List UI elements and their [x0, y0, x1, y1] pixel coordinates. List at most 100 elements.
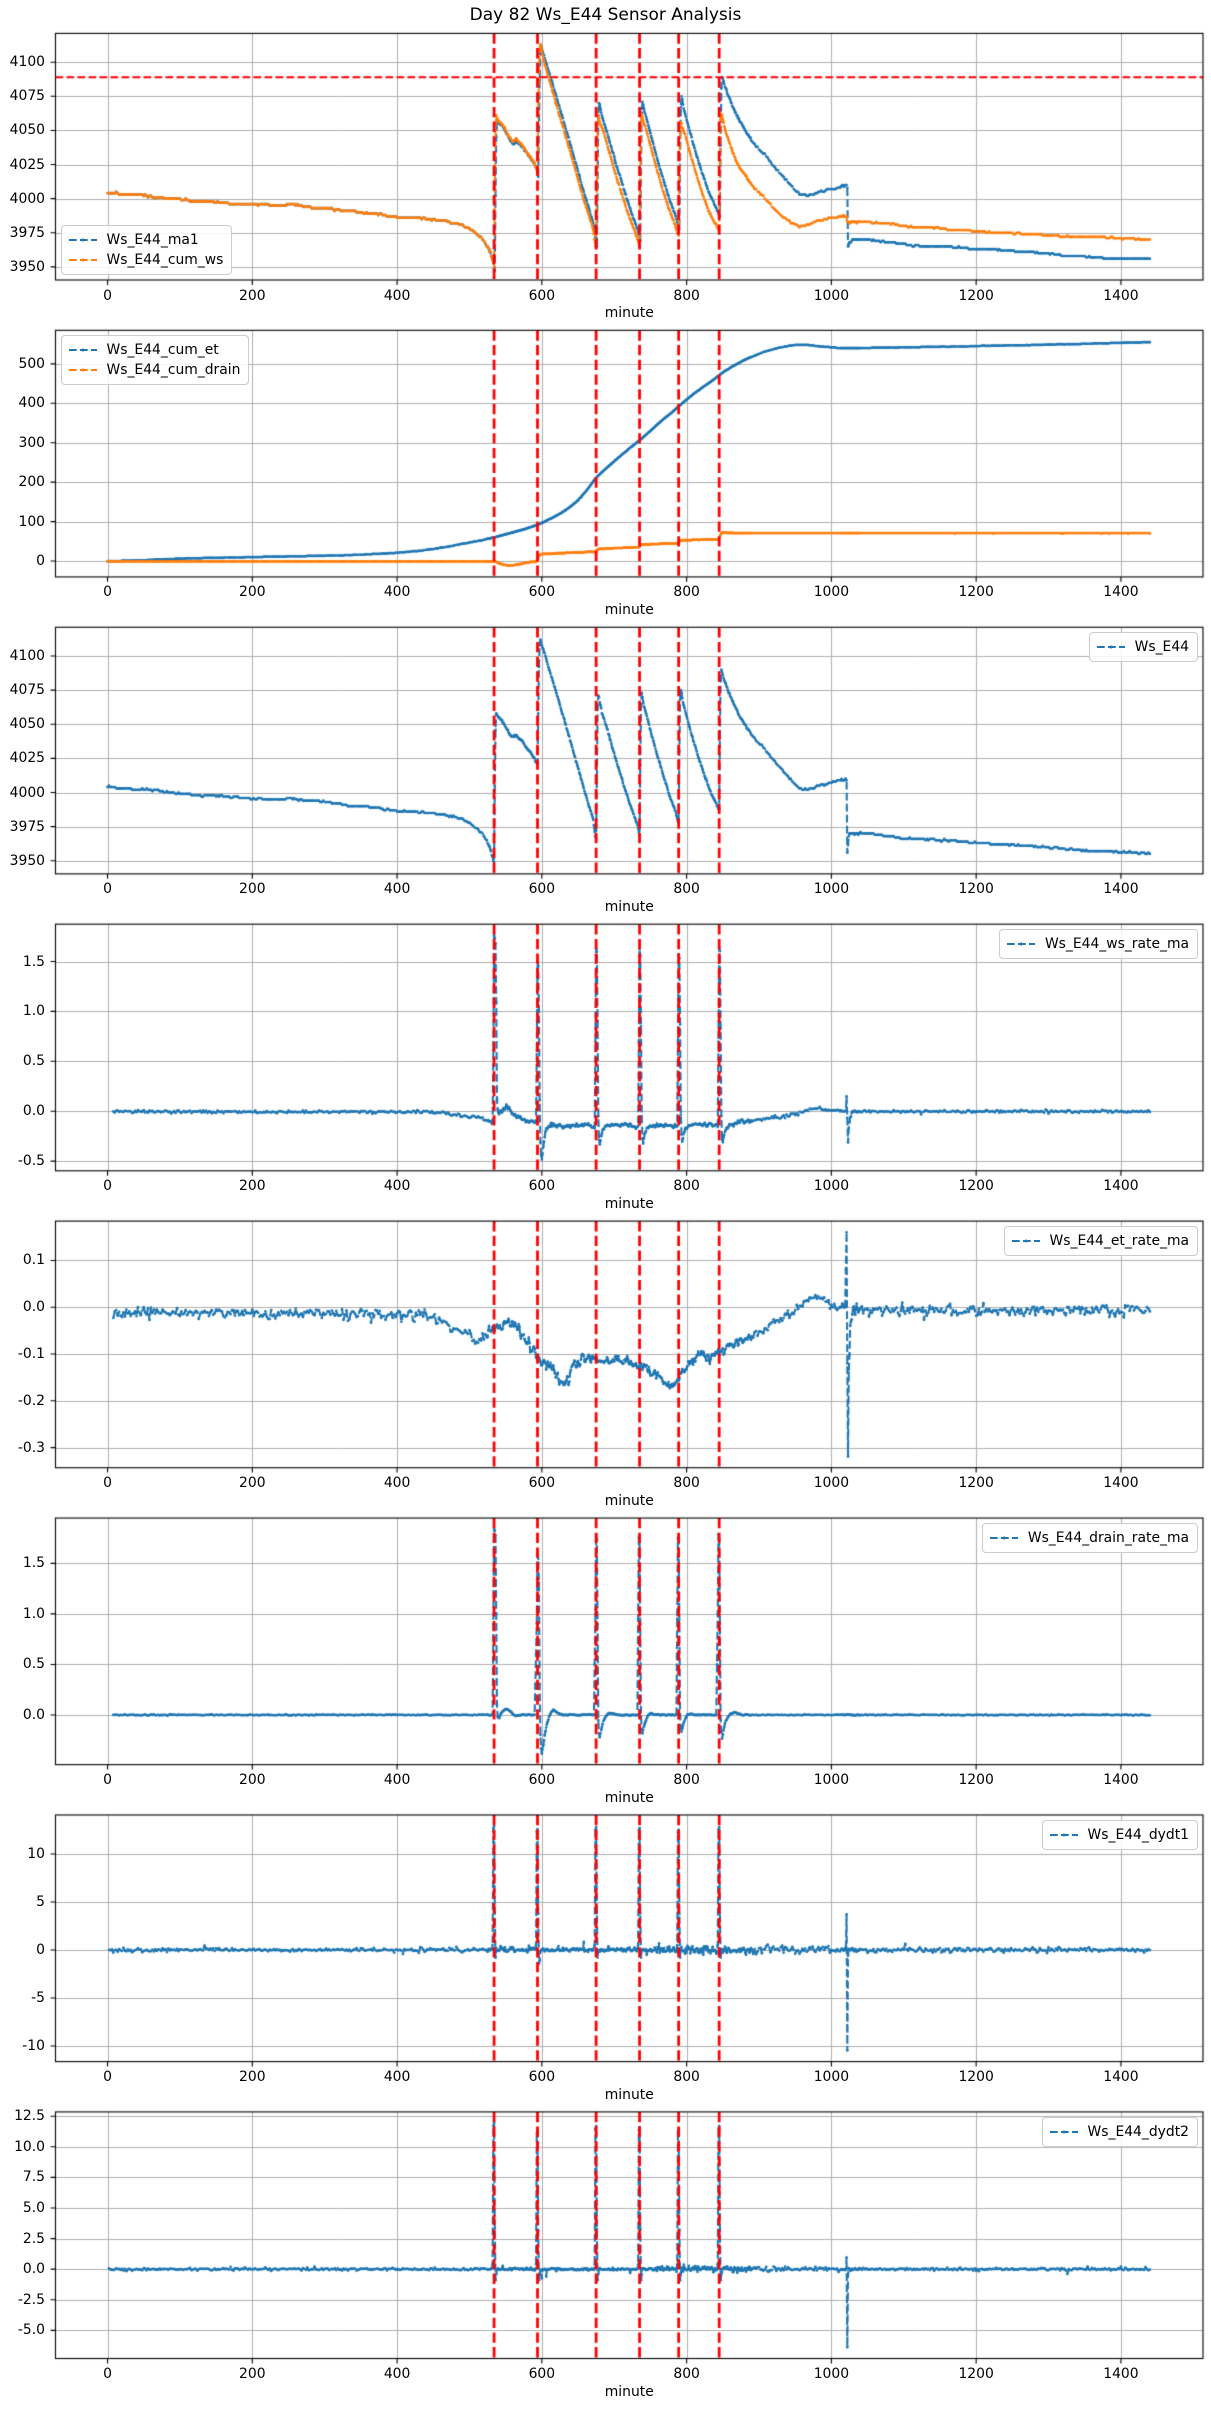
x-tick-label: 800 [673, 881, 700, 898]
x-tick-label: 800 [673, 584, 700, 601]
legend: Ws_E44_ws_rate_ma [998, 929, 1198, 960]
x-tick-label: 0 [103, 1475, 112, 1492]
x-tick-label: 600 [528, 287, 556, 304]
y-tick-label: -5.0 [17, 2322, 45, 2339]
y-tick-label: 2.5 [22, 2230, 45, 2247]
x-tick-label: 1000 [813, 2366, 850, 2382]
legend-series-label: Ws_E44_ws_rate_ma [1044, 936, 1189, 953]
y-tick-label: 1.0 [22, 1003, 45, 1020]
y-tick-label: 300 [18, 434, 45, 451]
x-axis-label: minute [604, 1789, 654, 1806]
y-tick-label: 3950 [9, 852, 45, 869]
x-axis-label: minute [604, 2383, 654, 2400]
x-tick-label: 600 [528, 1178, 556, 1195]
y-tick-label: 4100 [9, 54, 45, 71]
y-tick-label: 12.5 [14, 2108, 45, 2125]
x-axis-label: minute [604, 898, 654, 915]
legend-line-sample-icon [1006, 942, 1035, 946]
x-tick-label: 200 [239, 881, 266, 898]
y-tick-label: -0.1 [17, 1346, 45, 1362]
x-tick-label: 1200 [958, 2069, 994, 2086]
x-tick-label: 0 [103, 881, 112, 898]
x-tick-label: 800 [673, 2366, 700, 2382]
x-tick-label: 800 [673, 1178, 700, 1195]
legend: Ws_E44_dydt2 [1041, 2116, 1198, 2147]
x-tick-label: 200 [239, 2366, 266, 2382]
x-tick-label: 200 [239, 1772, 266, 1789]
y-tick-label: 5 [36, 1893, 45, 1910]
y-tick-label: 4025 [9, 750, 45, 767]
y-tick-label: 4025 [9, 156, 45, 173]
x-tick-label: 400 [383, 881, 411, 898]
y-tick-label: 10.0 [14, 2138, 45, 2155]
y-tick-label: 5.0 [22, 2199, 45, 2216]
y-tick-label: 10 [27, 1845, 45, 1862]
x-tick-label: 800 [673, 2069, 700, 2086]
x-tick-label: 1200 [958, 1178, 994, 1195]
x-tick-label: 1400 [1103, 584, 1139, 601]
y-tick-label: 4100 [9, 648, 45, 665]
x-tick-label: 800 [673, 1475, 700, 1492]
x-tick-label: 1400 [1103, 1178, 1139, 1195]
legend-series-label: Ws_E44_cum_et [106, 342, 219, 359]
legend-entry: Ws_E44_cum_ws [68, 250, 224, 270]
y-tick-label: 3975 [9, 818, 45, 835]
y-tick-label: -10 [22, 2037, 45, 2054]
x-axis-label: minute [604, 1195, 654, 1212]
y-tick-label: 0.0 [22, 1706, 45, 1723]
x-tick-label: 600 [528, 2069, 556, 2086]
y-tick-label: 4075 [9, 682, 45, 699]
x-axis-label: minute [604, 1492, 654, 1509]
legend-series-label: Ws_E44_drain_rate_ma [1027, 1530, 1189, 1547]
x-tick-label: 1000 [813, 1475, 850, 1492]
x-tick-label: 0 [103, 584, 112, 601]
y-tick-label: 4050 [9, 122, 45, 139]
x-tick-label: 200 [239, 2069, 266, 2086]
y-tick-label: 7.5 [22, 2169, 45, 2186]
x-axis-label: minute [604, 2086, 654, 2103]
x-tick-label: 1200 [958, 2366, 994, 2382]
x-tick-label: 200 [239, 584, 266, 601]
x-axis-label: minute [604, 305, 654, 321]
legend-entry: Ws_E44_ws_rate_ma [1006, 934, 1189, 954]
x-tick-label: 1000 [813, 584, 850, 601]
legend-series-label: Ws_E44_cum_ws [106, 252, 224, 268]
x-tick-label: 400 [383, 1475, 411, 1492]
legend-series-label: Ws_E44_dydt2 [1087, 2123, 1189, 2140]
legend-entry: Ws_E44_dydt2 [1049, 2122, 1189, 2142]
x-tick-label: 0 [103, 1772, 112, 1789]
legend-line-sample-icon [1049, 2130, 1078, 2134]
x-tick-label: 400 [383, 2069, 411, 2086]
legend-entry: Ws_E44_drain_rate_ma [989, 1528, 1189, 1548]
x-tick-label: 200 [239, 287, 266, 304]
y-tick-label: 1.0 [22, 1605, 45, 1622]
legend: Ws_E44_dydt1 [1041, 1819, 1198, 1850]
legend-entry: Ws_E44_dydt1 [1049, 1825, 1189, 1845]
y-tick-label: 500 [18, 355, 45, 372]
legend-entry: Ws_E44_cum_et [68, 340, 241, 360]
x-tick-label: 0 [103, 2069, 112, 2086]
legend: Ws_E44_ma1 Ws_E44_cum_ws [60, 225, 233, 275]
y-tick-label: 0 [36, 553, 45, 570]
x-tick-label: 400 [383, 2366, 411, 2382]
x-axis-label: minute [604, 601, 654, 618]
x-tick-label: 400 [383, 1178, 411, 1195]
legend-series-label: Ws_E44_cum_drain [106, 362, 241, 379]
x-tick-label: 600 [528, 1772, 556, 1789]
legend-line-sample-icon [1049, 1833, 1078, 1837]
x-tick-label: 1400 [1103, 881, 1139, 898]
legend: Ws_E44 [1088, 632, 1198, 663]
legend-entry: Ws_E44 [1096, 637, 1189, 657]
y-tick-label: 1.5 [22, 953, 45, 970]
x-tick-label: 0 [103, 2366, 112, 2382]
legend: Ws_E44_drain_rate_ma [981, 1523, 1198, 1554]
x-tick-label: 1200 [958, 1772, 994, 1789]
x-tick-label: 400 [383, 584, 411, 601]
y-tick-label: 0.0 [22, 2261, 45, 2278]
x-tick-label: 1200 [958, 584, 994, 601]
legend-line-sample-icon [1096, 645, 1125, 649]
legend-series-label: Ws_E44_dydt1 [1087, 1826, 1189, 1843]
y-tick-label: 200 [18, 474, 45, 491]
